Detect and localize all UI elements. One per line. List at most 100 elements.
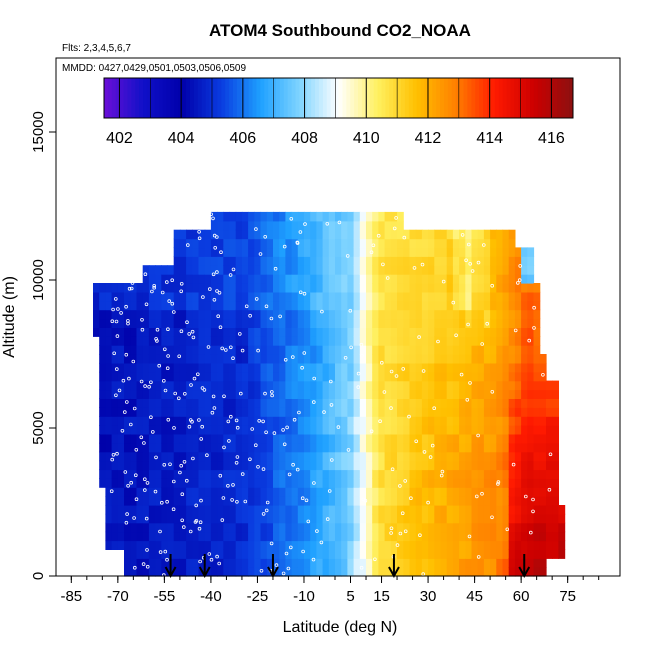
field-cell xyxy=(229,291,237,302)
field-cell xyxy=(117,487,125,497)
colorbar-swatch xyxy=(483,78,488,118)
colorbar-swatch xyxy=(545,78,551,118)
field-cell xyxy=(403,309,411,320)
field-cell xyxy=(353,220,361,231)
field-cell xyxy=(266,478,274,488)
field-cell xyxy=(316,442,324,453)
field-cell xyxy=(359,505,367,515)
sample-point xyxy=(157,363,162,368)
field-cell xyxy=(260,505,268,515)
field-cell xyxy=(93,300,100,311)
colorbar-swatch xyxy=(393,78,398,118)
field-cell xyxy=(241,505,249,515)
field-cell xyxy=(539,496,547,506)
field-cell xyxy=(229,300,237,311)
colorbar-swatch xyxy=(553,78,558,118)
colorbar-swatch xyxy=(315,78,320,118)
field-cell xyxy=(502,505,510,515)
sample-point xyxy=(451,300,456,305)
field-cell xyxy=(210,531,218,542)
field-cell xyxy=(291,327,299,337)
field-cell xyxy=(198,425,206,435)
field-cell xyxy=(403,513,411,524)
field-cell xyxy=(297,318,305,328)
field-cell xyxy=(235,327,243,337)
field-cell xyxy=(198,496,206,506)
field-cell xyxy=(111,425,119,435)
sample-point xyxy=(269,390,274,394)
field-cell xyxy=(508,433,516,444)
field-cell xyxy=(161,540,169,550)
field-cell xyxy=(384,247,392,257)
field-cell xyxy=(434,487,442,497)
field-cell xyxy=(316,567,324,577)
field-cell xyxy=(192,354,200,364)
field-cell xyxy=(384,460,392,471)
field-cell xyxy=(266,283,274,293)
field-cell xyxy=(409,416,417,426)
field-cell xyxy=(161,460,169,471)
field-cell xyxy=(254,505,262,515)
field-cell xyxy=(452,247,460,257)
field-cell xyxy=(235,362,243,373)
colorbar-swatch xyxy=(408,78,414,118)
field-cell xyxy=(434,451,442,462)
sample-point xyxy=(151,430,155,434)
field-cell xyxy=(428,540,435,550)
field-cell xyxy=(217,380,224,391)
field-cell xyxy=(99,478,106,488)
field-cell xyxy=(502,416,510,426)
field-cell xyxy=(260,362,268,373)
field-cell xyxy=(390,327,398,337)
field-cell xyxy=(514,531,522,542)
field-cell xyxy=(372,345,379,355)
field-cell xyxy=(266,247,274,257)
field-cell xyxy=(372,407,379,417)
field-cell xyxy=(366,531,373,542)
sample-point xyxy=(185,478,189,483)
field-cell xyxy=(415,345,423,355)
field-cell xyxy=(434,460,442,471)
field-cell xyxy=(353,425,361,435)
sample-point xyxy=(166,354,170,358)
colorbar-swatch xyxy=(189,78,195,118)
field-cell xyxy=(167,416,175,426)
field-cell xyxy=(136,371,144,382)
field-cell xyxy=(136,567,144,577)
field-cell xyxy=(124,549,131,559)
field-cell xyxy=(397,513,404,524)
field-cell xyxy=(322,451,330,462)
field-cell xyxy=(502,433,510,444)
field-cell xyxy=(260,522,268,533)
field-cell xyxy=(446,354,454,364)
field-cell xyxy=(533,567,541,577)
field-cell xyxy=(428,283,435,293)
field-cell xyxy=(502,309,510,320)
field-cell xyxy=(266,362,274,373)
field-cell xyxy=(490,256,497,266)
field-cell xyxy=(428,567,435,577)
field-cell xyxy=(490,238,497,249)
field-cell xyxy=(136,345,144,355)
field-cell xyxy=(229,442,237,453)
colorbar-swatch xyxy=(291,78,297,118)
field-cell xyxy=(322,211,330,222)
field-cell xyxy=(161,274,169,284)
field-cell xyxy=(279,522,286,533)
x-tick-label: -55 xyxy=(154,588,176,605)
field-cell xyxy=(471,300,479,311)
field-cell xyxy=(285,567,293,577)
field-cell xyxy=(483,389,491,399)
field-cell xyxy=(235,416,243,426)
field-cell xyxy=(397,425,404,435)
field-cell xyxy=(204,238,212,249)
field-cell xyxy=(539,478,547,488)
field-cell xyxy=(210,433,218,444)
field-cell xyxy=(421,362,429,373)
sample-point xyxy=(196,372,200,377)
field-cell xyxy=(167,380,175,391)
field-cell xyxy=(440,540,448,550)
field-cell xyxy=(316,451,324,462)
field-cell xyxy=(390,309,398,320)
field-cell xyxy=(316,522,324,533)
